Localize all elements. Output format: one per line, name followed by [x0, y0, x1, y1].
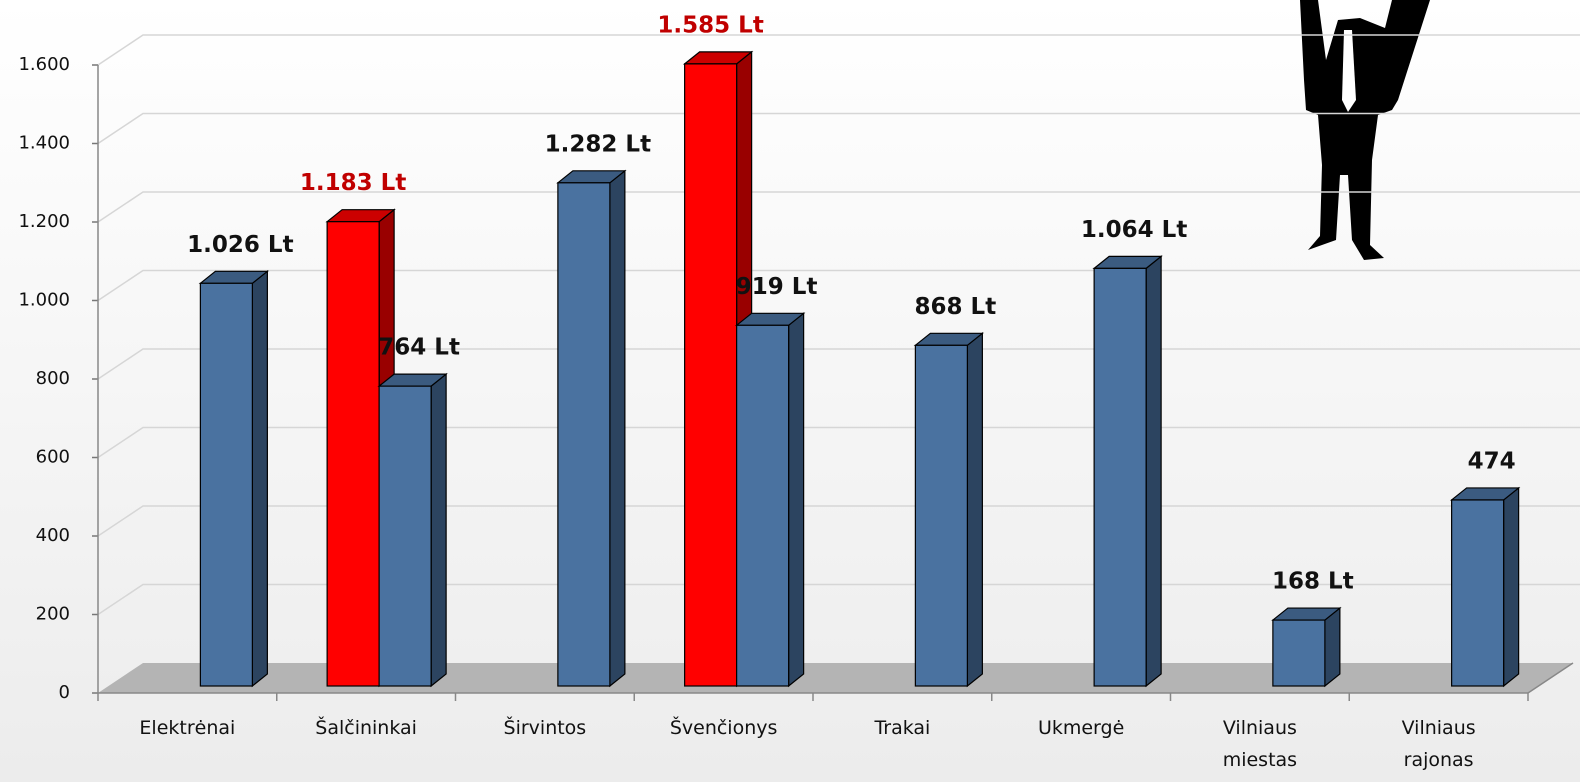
x-tick-label: Trakai: [874, 717, 931, 739]
bar: [1451, 499, 1505, 687]
y-tick-label: 1.600: [18, 54, 70, 75]
bar-side: [1324, 606, 1341, 688]
bar-side: [1503, 486, 1520, 688]
x-label-box: Ukmergė: [1037, 717, 1125, 739]
bar-side: [251, 270, 268, 688]
x-label-box: Šalčininkai: [315, 717, 417, 739]
x-tick-label: Ukmergė: [1037, 717, 1125, 739]
floor: [98, 663, 1573, 693]
bar: [1093, 267, 1147, 687]
value-label: 1.585 Lt: [657, 12, 763, 38]
value-label: 1.183 Lt: [300, 170, 406, 196]
value-label: 1.026 Lt: [187, 232, 293, 258]
bar: [684, 63, 738, 687]
y-tick-label: 1.400: [18, 133, 70, 154]
bar: [736, 324, 790, 687]
value-label: 919 Lt: [736, 274, 818, 300]
x-tick-label: Vilniaus rajonas: [1401, 717, 1476, 771]
x-tick-label: Elektrėnai: [139, 717, 236, 739]
bar-side: [1145, 255, 1162, 688]
bar: [914, 344, 968, 687]
grid-line: [97, 112, 1580, 145]
x-label-box: Širvintos: [503, 717, 587, 739]
y-tick-label: 1.000: [18, 290, 70, 311]
bar: [1272, 619, 1326, 687]
x-label-box: Elektrėnai: [139, 717, 236, 739]
x-label-box: Vilniaus rajonas: [1401, 717, 1476, 771]
value-label: 1.064 Lt: [1081, 217, 1187, 243]
bar: [557, 182, 611, 687]
x-label-box: Trakai: [874, 717, 931, 739]
x-tick-label: Švenčionys: [669, 717, 778, 739]
x-label-box: Vilniaus miestas: [1222, 717, 1298, 771]
bar: [199, 282, 253, 687]
y-tick-label: 200: [36, 604, 70, 625]
bar: [378, 385, 432, 687]
bar-side: [609, 169, 626, 688]
value-label: 764 Lt: [378, 335, 460, 361]
bar-side: [430, 372, 447, 688]
y-tick-label: 0: [59, 682, 70, 703]
value-label: 168 Lt: [1272, 569, 1354, 595]
x-tick-label: Šalčininkai: [315, 717, 417, 739]
y-tick-label: 400: [36, 525, 70, 546]
y-tick-label: 600: [36, 447, 70, 468]
bar: [326, 221, 380, 687]
value-label: 868 Lt: [915, 294, 997, 320]
grid-line: [97, 191, 1580, 223]
x-tick-label: Širvintos: [503, 717, 587, 739]
y-tick-label: 1.200: [18, 211, 70, 232]
y-tick-label: 800: [36, 368, 70, 389]
value-label: 1.282 Lt: [545, 131, 651, 157]
grid-line: [97, 34, 1580, 66]
floor-edge: [1527, 662, 1574, 694]
man-illustration: [1300, 0, 1430, 260]
value-label: 474: [1468, 448, 1516, 474]
bar-side: [966, 332, 983, 688]
x-tick-label: Vilniaus miestas: [1222, 717, 1298, 771]
x-label-box: Švenčionys: [669, 717, 778, 739]
bar-side: [788, 312, 805, 688]
